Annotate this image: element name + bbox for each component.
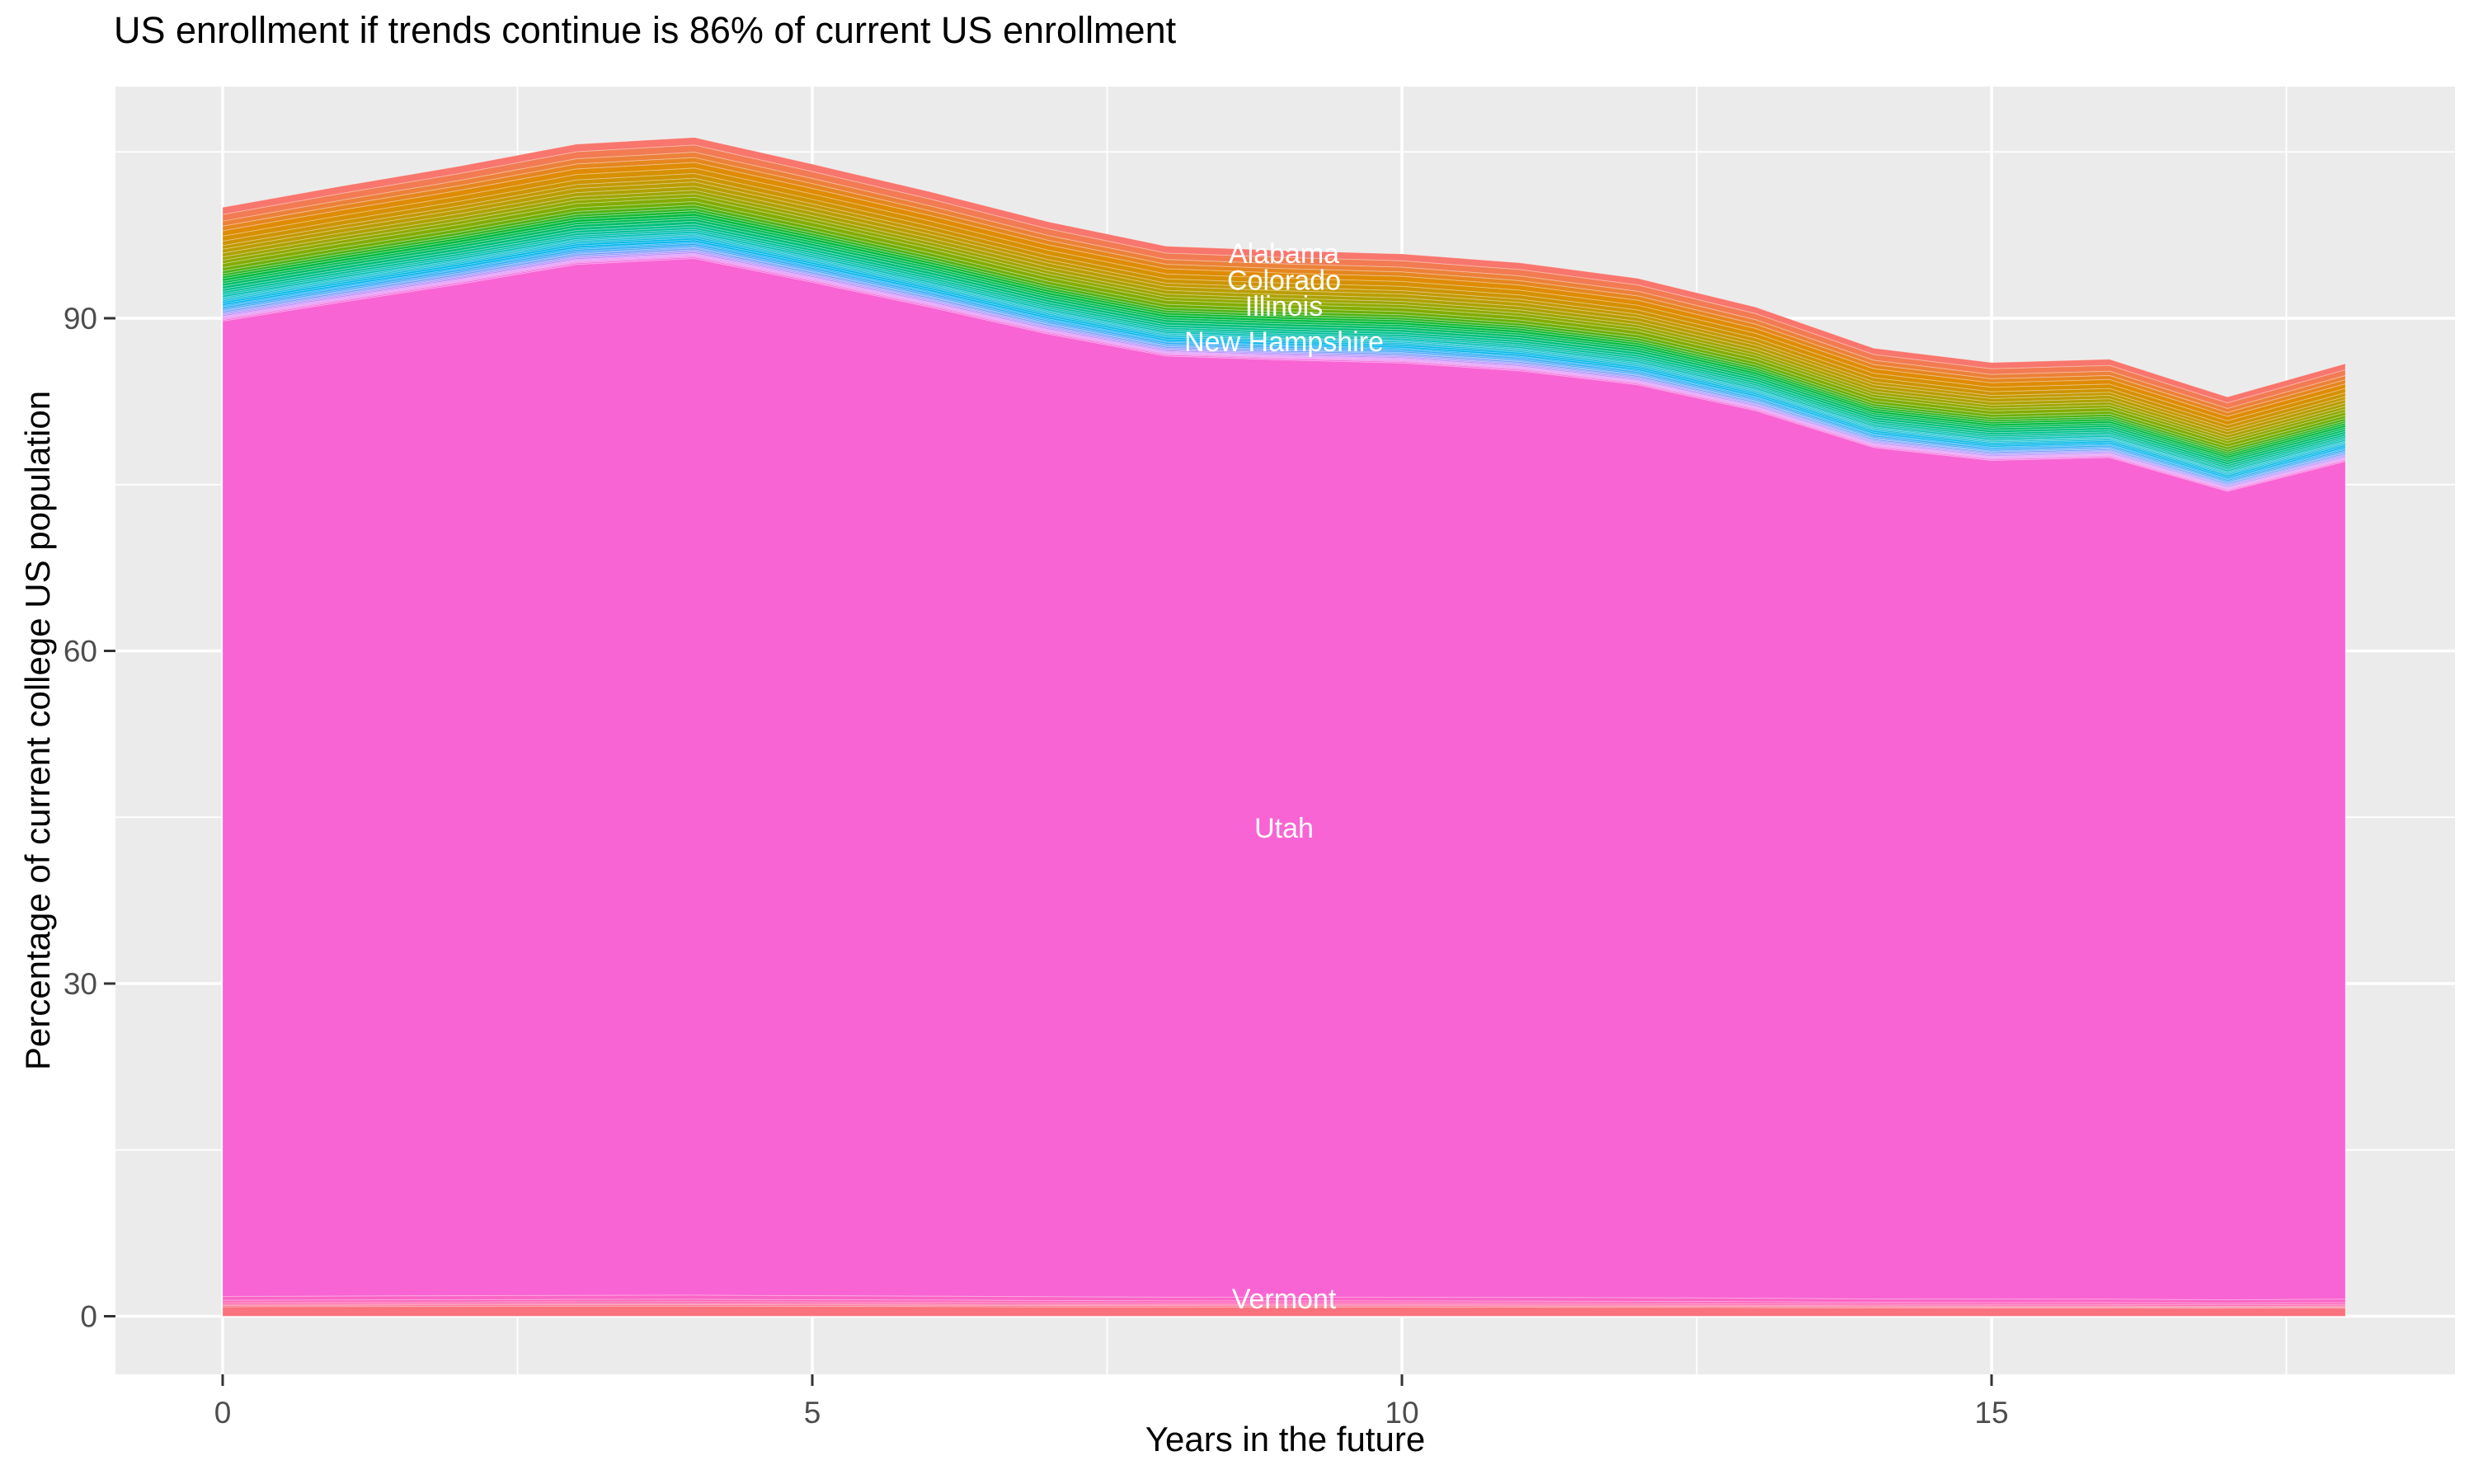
state-label-vermont: Vermont: [1232, 1284, 1337, 1315]
x-tick-label: 5: [804, 1396, 821, 1430]
state-label-new-hampshire: New Hampshire: [1184, 326, 1384, 358]
y-tick-label: 0: [80, 1300, 97, 1334]
area-wyoming: [222, 1305, 2346, 1317]
state-label-utah: Utah: [1254, 813, 1314, 844]
x-axis-title: Years in the future: [1145, 1420, 1426, 1458]
y-tick-label: 90: [63, 302, 97, 336]
y-axis-title: Percentage of current college US populat…: [18, 390, 57, 1071]
x-tick-label: 0: [214, 1396, 232, 1430]
x-tick-label: 10: [1385, 1396, 1418, 1430]
state-label-illinois: Illinois: [1245, 291, 1323, 322]
y-tick-label: 60: [63, 635, 97, 669]
x-tick-label: 15: [1974, 1396, 2008, 1430]
state-label-colorado: Colorado: [1227, 265, 1341, 297]
y-tick-label: 30: [63, 967, 97, 1001]
plot-title: US enrollment if trends continue is 86% …: [114, 9, 1177, 51]
state-label-alabama: Alabama: [1229, 238, 1339, 270]
